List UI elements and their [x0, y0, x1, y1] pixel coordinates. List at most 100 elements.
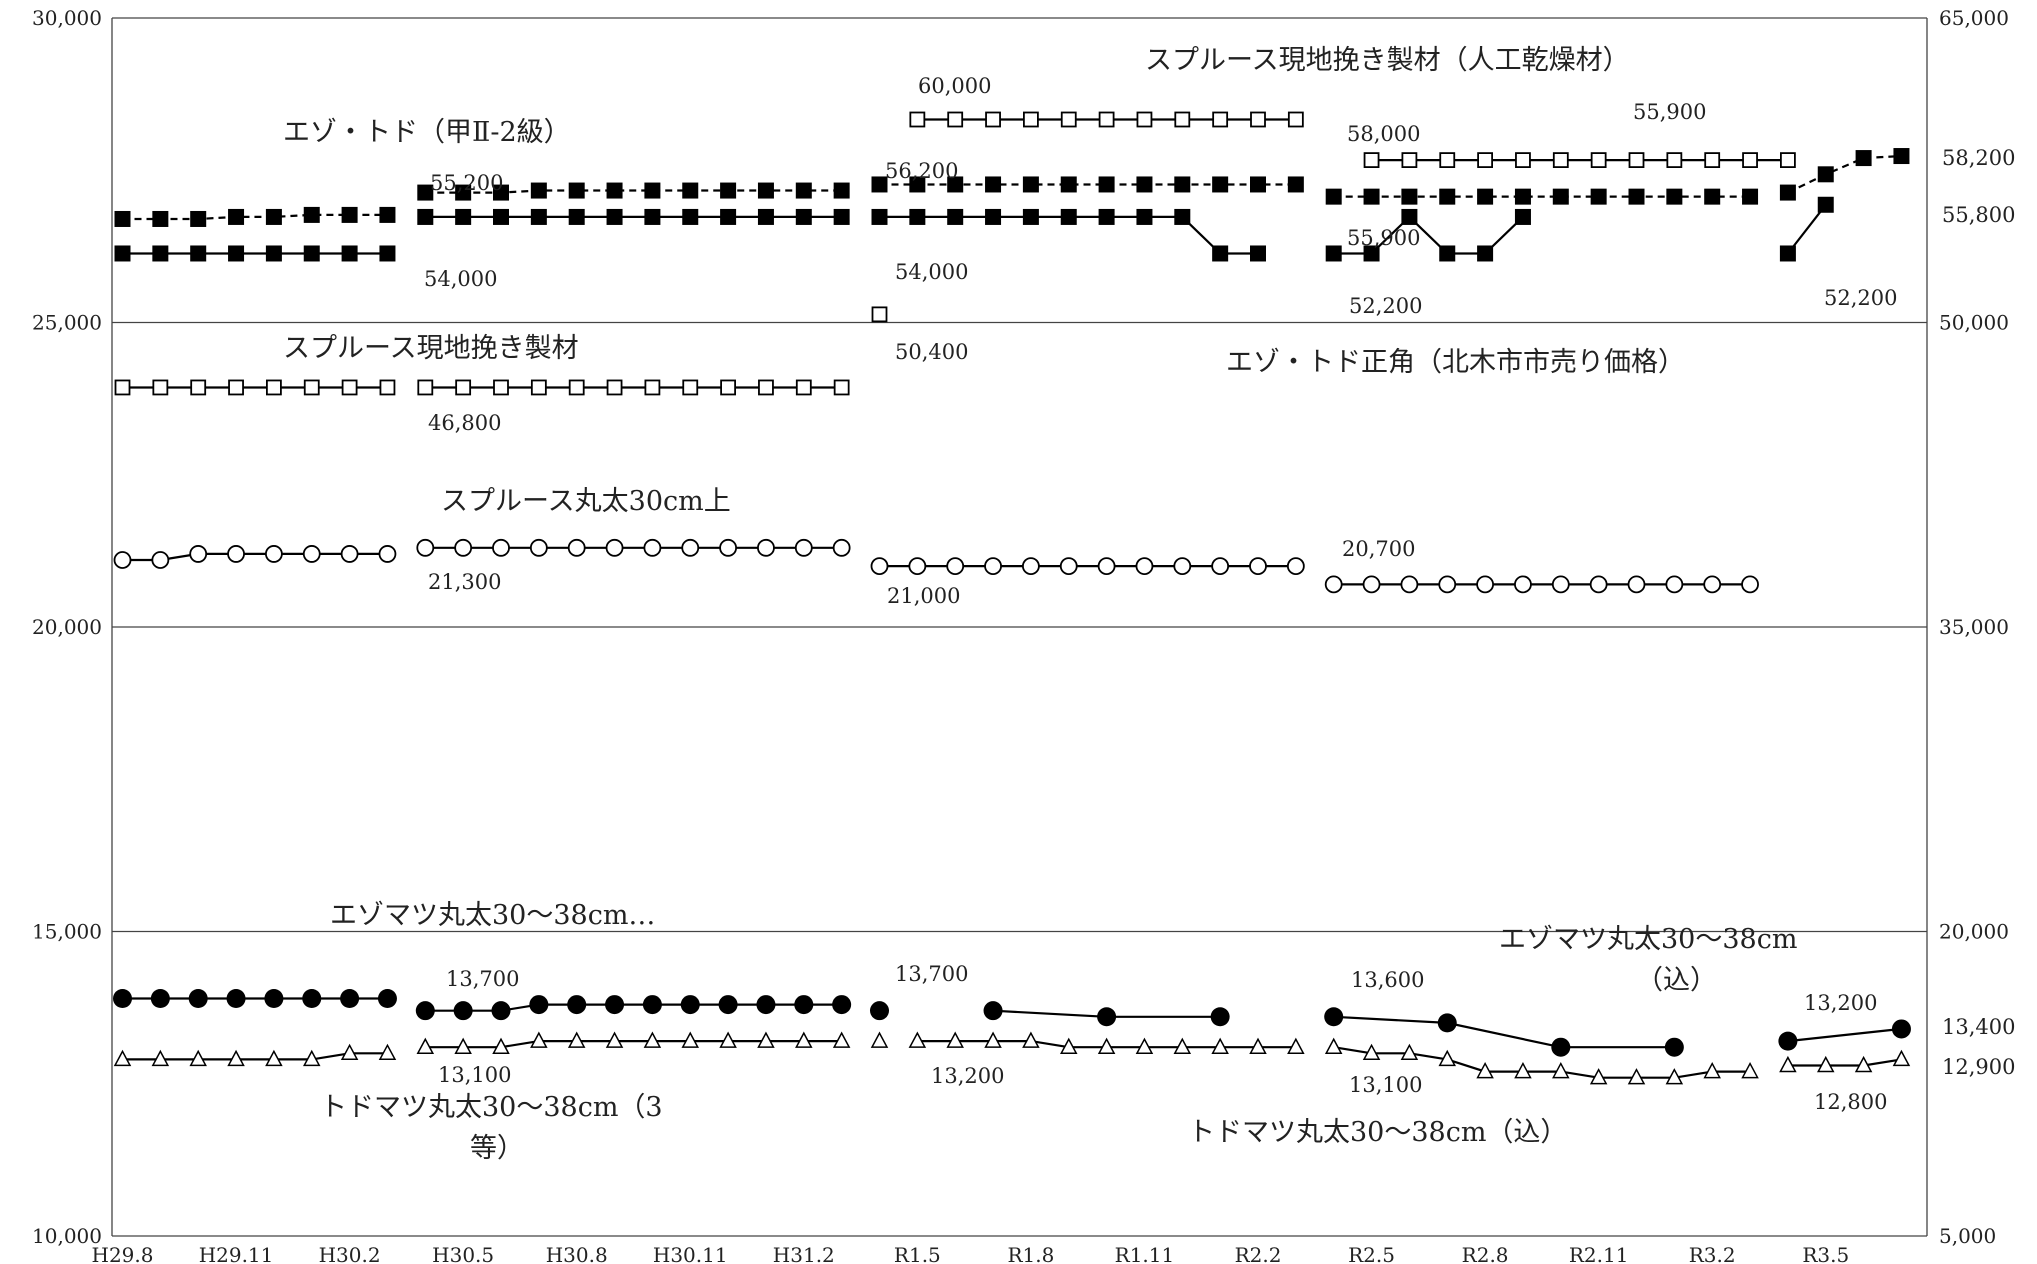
data-point-square-filled	[1136, 176, 1153, 193]
left-tick-label: 20,000	[32, 615, 102, 639]
series-line	[1787, 1058, 1902, 1067]
data-point-square-filled	[1704, 188, 1721, 205]
data-point-square-open	[985, 111, 1001, 128]
data-point-square-open	[190, 379, 207, 396]
data-point-square-open	[871, 306, 888, 323]
data-point-circle-filled	[756, 995, 776, 1015]
data-point-square-filled	[455, 208, 472, 225]
data-point-circle-open	[1665, 575, 1684, 594]
data-point-square-filled	[1590, 188, 1607, 205]
data-point-square-filled	[303, 206, 320, 223]
data-point-circle-open	[757, 538, 775, 557]
data-point-circle-filled	[567, 995, 587, 1015]
x-tick-label: R1.5	[894, 1243, 941, 1264]
data-point-square-filled	[1514, 188, 1531, 205]
data-point-triangle-open	[1173, 1037, 1192, 1054]
series-line	[122, 1052, 388, 1061]
data-point-square-filled	[985, 176, 1002, 193]
right-tick-label: 20,000	[1939, 920, 2009, 944]
data-point-circle-open	[264, 545, 283, 563]
data-point-square-filled	[341, 206, 358, 223]
data-point-square-filled	[871, 208, 888, 225]
data-point-triangle-open	[567, 1031, 586, 1048]
left-tick-label: 25,000	[32, 311, 102, 335]
data-point-triangle-open	[1211, 1037, 1229, 1054]
data-point-square-open	[1742, 152, 1758, 169]
data-point-square-filled	[228, 245, 245, 262]
series-label: エゾ・トド（甲Ⅱ-2級）	[283, 117, 571, 148]
x-tick-label: R2.11	[1569, 1243, 1629, 1264]
data-point-square-filled	[833, 208, 850, 225]
data-point-circle-open	[832, 538, 851, 557]
data-point-square-filled	[379, 206, 396, 223]
data-point-square-open	[1023, 111, 1039, 128]
data-point-circle-open	[1059, 557, 1078, 575]
data-point-triangle-open	[113, 1049, 132, 1067]
data-point-square-open	[720, 379, 736, 396]
data-point-triangle-open	[340, 1043, 359, 1061]
data-label: 55,900	[1347, 226, 1420, 250]
data-point-square-open	[114, 379, 131, 396]
data-point-circle-filled	[832, 995, 852, 1015]
data-label: 12,900	[1942, 1055, 2015, 1079]
data-point-circle-open	[454, 538, 473, 557]
data-point-circle-open	[567, 538, 586, 557]
data-point-square-filled	[720, 182, 737, 199]
data-point-circle-filled	[150, 988, 170, 1008]
data-point-square-open	[493, 379, 509, 396]
series-label: エゾ・トド正角（北木市市売り価格）	[1226, 347, 1685, 378]
series-line	[425, 1003, 842, 1012]
data-point-square-filled	[530, 208, 547, 225]
data-point-triangle-open	[1135, 1037, 1154, 1054]
data-point-square-filled	[379, 245, 396, 262]
data-point-square-filled	[871, 176, 888, 193]
data-point-square-open	[1628, 152, 1645, 169]
data-label: 13,100	[438, 1063, 511, 1087]
data-point-square-filled	[682, 182, 699, 199]
data-point-square-filled	[1817, 196, 1834, 213]
data-point-triangle-open	[454, 1037, 472, 1054]
data-point-square-filled	[568, 208, 585, 225]
data-point-square-filled	[1363, 245, 1380, 262]
data-point-square-filled	[1022, 176, 1039, 193]
data-label: 13,200	[931, 1064, 1004, 1088]
data-point-square-open	[1174, 111, 1191, 128]
data-point-triangle-open	[1665, 1068, 1684, 1085]
data-point-square-filled	[1779, 245, 1796, 262]
data-point-circle-open	[1097, 557, 1116, 575]
x-tick-label: H29.8	[92, 1243, 154, 1264]
data-point-square-filled	[1666, 188, 1683, 205]
data-point-square-filled	[152, 210, 169, 227]
data-point-square-filled	[947, 208, 964, 225]
data-label: 55,900	[1633, 100, 1706, 124]
data-point-square-filled	[644, 208, 661, 225]
data-point-triangle-open	[1438, 1049, 1457, 1067]
data-point-square-filled	[341, 245, 358, 262]
data-point-triangle-open	[908, 1031, 927, 1048]
data-point-triangle-open	[946, 1031, 964, 1048]
data-point-square-open	[909, 111, 926, 128]
right-tick-label: 65,000	[1939, 6, 2009, 30]
right-tick-label: 35,000	[1939, 615, 2009, 639]
x-tick-label: H29.11	[199, 1243, 274, 1264]
series-markers	[113, 111, 1911, 1085]
data-label: 12,800	[1814, 1090, 1887, 1114]
data-point-square-open	[1060, 111, 1077, 128]
data-point-square-filled	[1060, 176, 1077, 193]
data-point-circle-open	[1741, 575, 1759, 594]
series-line	[1787, 154, 1902, 194]
data-point-triangle-open	[1552, 1061, 1570, 1079]
data-point-square-filled	[265, 245, 282, 262]
data-point-circle-filled	[302, 988, 322, 1008]
data-point-circle-open	[1627, 575, 1646, 594]
data-point-triangle-open	[681, 1031, 700, 1048]
data-point-square-filled	[1287, 176, 1304, 193]
data-point-square-filled	[1855, 150, 1872, 167]
data-point-circle-open	[1324, 575, 1343, 594]
data-point-triangle-open	[1097, 1037, 1116, 1054]
series-line	[1787, 1027, 1902, 1043]
data-point-triangle-open	[1854, 1055, 1873, 1073]
data-point-circle-open	[681, 538, 700, 557]
data-point-circle-filled	[1097, 1007, 1117, 1027]
x-tick-label: H30.8	[546, 1243, 608, 1264]
